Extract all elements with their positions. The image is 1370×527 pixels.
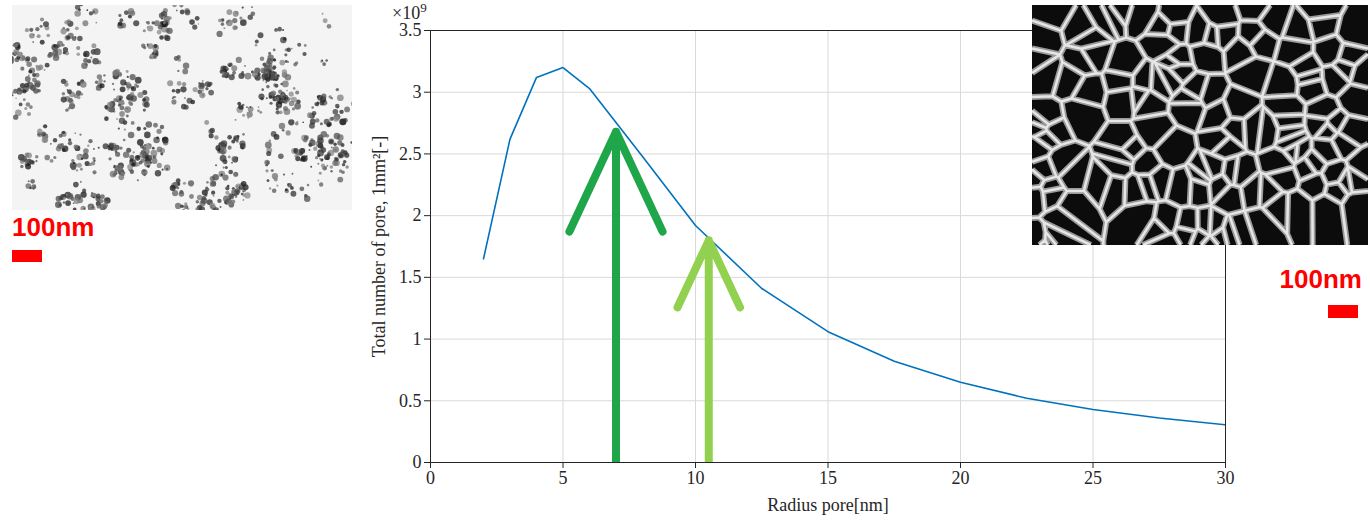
- svg-text:3.5: 3.5: [399, 20, 422, 40]
- svg-text:25: 25: [1084, 468, 1102, 488]
- svg-text:1: 1: [413, 329, 422, 349]
- html-text:100nm: 100nm: [1279, 264, 1362, 294]
- svg-text:30: 30: [1217, 468, 1235, 488]
- svg-text:Radius pore[nm]: Radius pore[nm]: [767, 495, 888, 515]
- svg-text:10: 10: [687, 468, 705, 488]
- svg-text:20: 20: [952, 468, 970, 488]
- html-text:×10: ×10: [392, 3, 421, 23]
- svg-text:0.5: 0.5: [399, 391, 422, 411]
- html-text:100nm: 100nm: [12, 212, 95, 242]
- svg-text:15: 15: [819, 468, 837, 488]
- svg-text:3: 3: [413, 82, 422, 102]
- svg-text:2: 2: [413, 205, 422, 225]
- svg-text:1.5: 1.5: [399, 267, 422, 287]
- svg-text:2.5: 2.5: [399, 144, 422, 164]
- html-text:9: 9: [420, 0, 427, 15]
- svg-text:0: 0: [426, 468, 435, 488]
- svg-text:0: 0: [413, 452, 422, 472]
- svg-text:Total number of pore, 1mm²[-]: Total number of pore, 1mm²[-]: [369, 136, 389, 358]
- svg-text:5: 5: [559, 468, 568, 488]
